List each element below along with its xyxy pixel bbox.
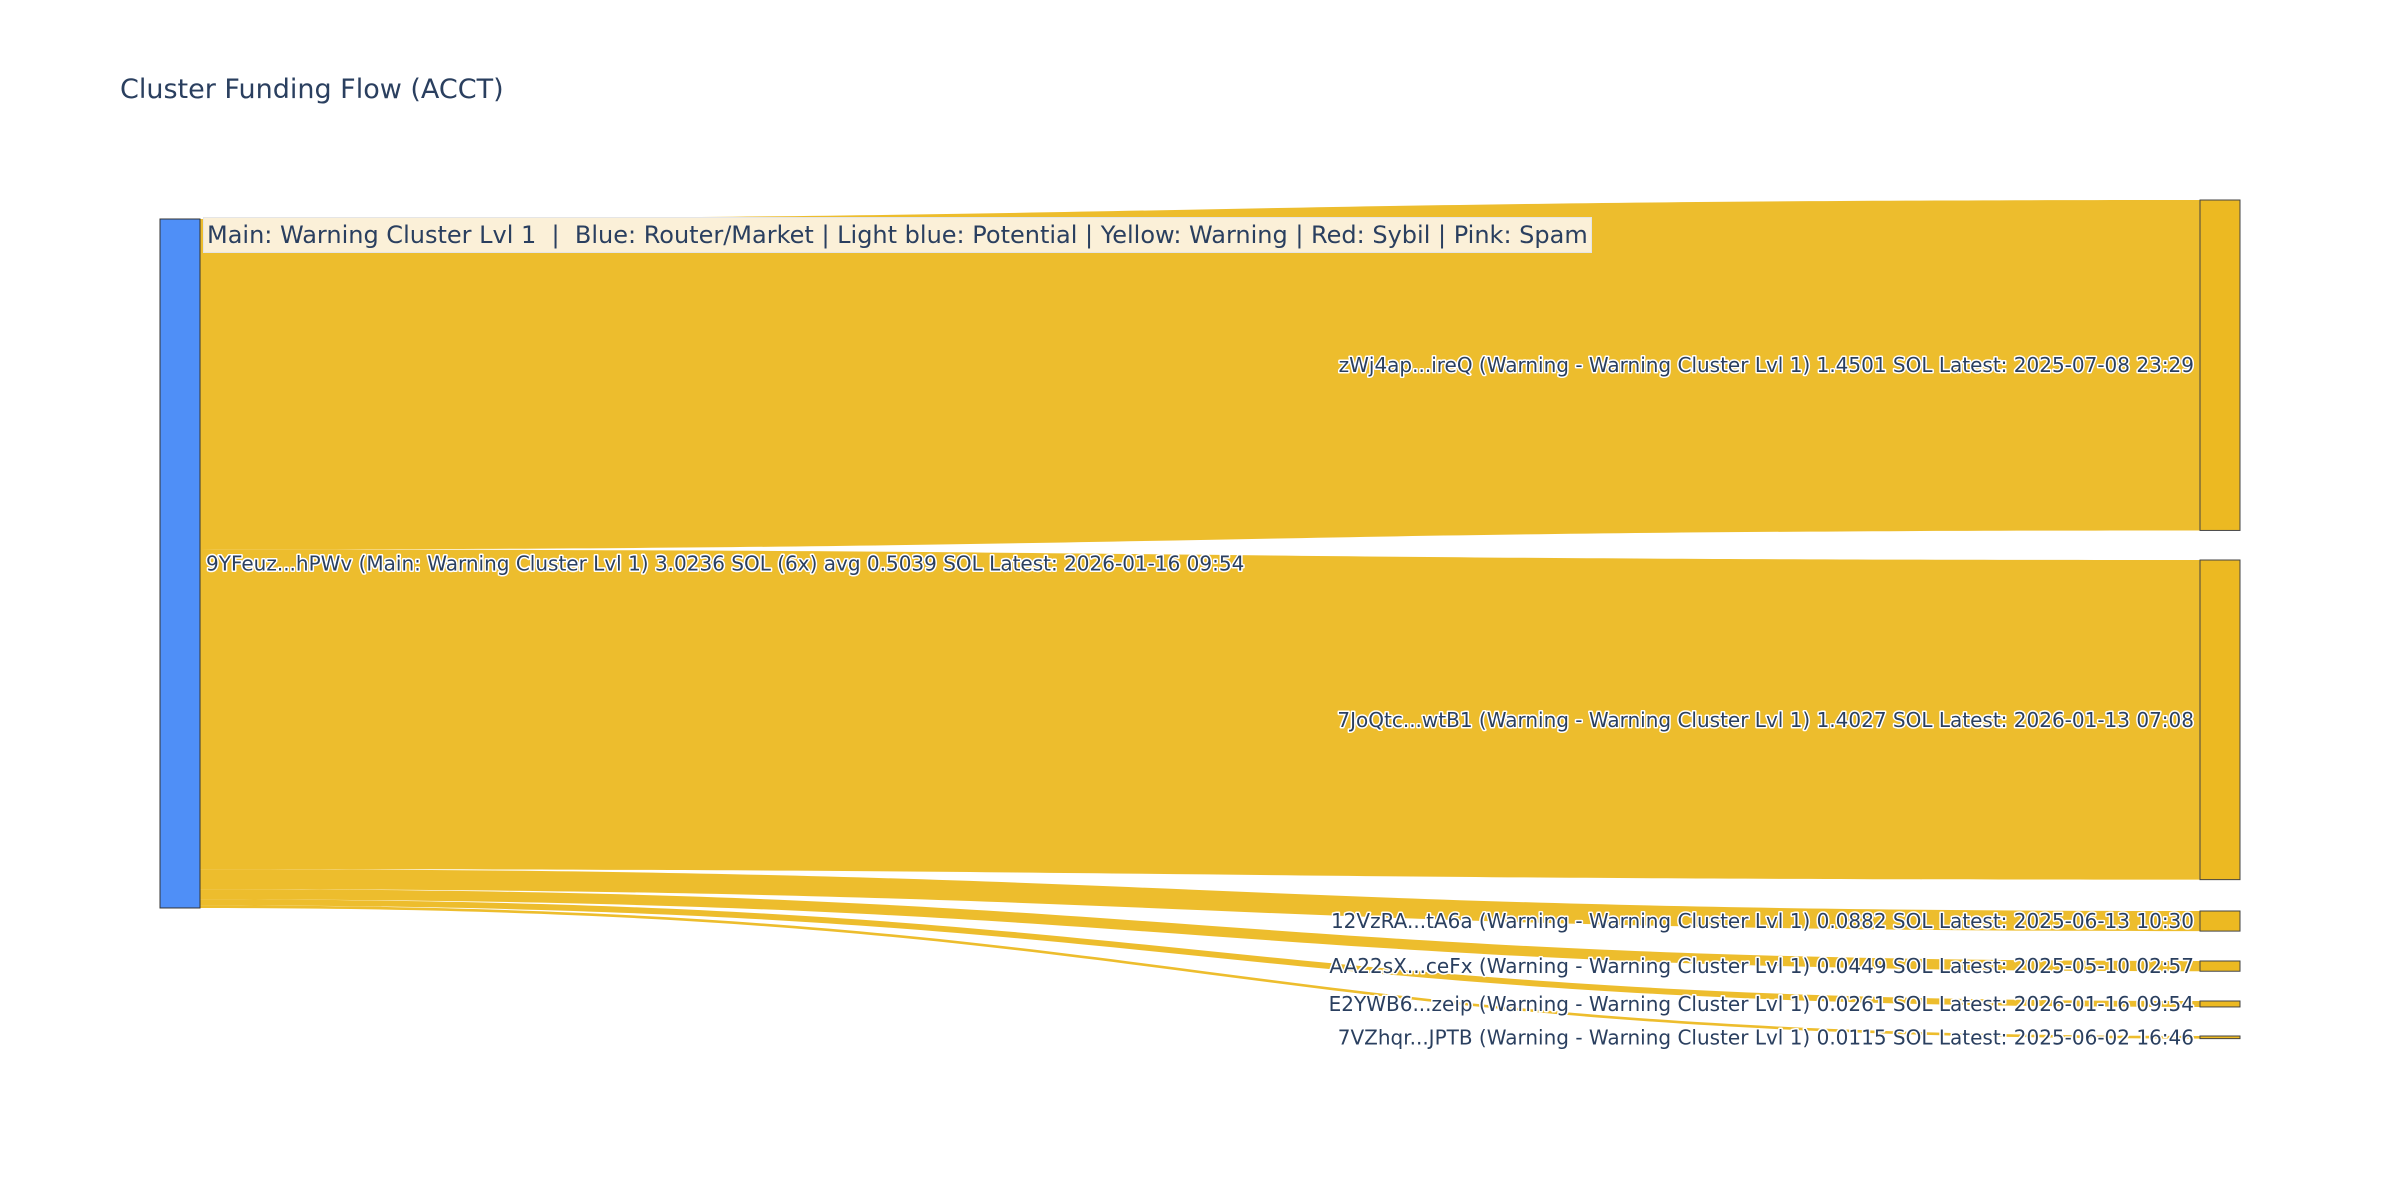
target-node[interactable]: [2199, 1000, 2241, 1008]
flow-link[interactable]: [200, 869, 2200, 932]
target-node-label: 7JoQtc...wtB1 (Warning - Warning Cluster…: [1337, 708, 2194, 732]
flow-link[interactable]: [200, 899, 2200, 1007]
source-node[interactable]: [159, 218, 201, 909]
target-node[interactable]: [2199, 960, 2241, 972]
target-node[interactable]: [2199, 1035, 2241, 1040]
source-node-label: 9YFeuz...hPWv (Main: Warning Cluster Lvl…: [206, 551, 1244, 575]
target-node[interactable]: [2199, 910, 2241, 932]
chart-title: Cluster Funding Flow (ACCT): [120, 74, 504, 105]
legend-annotation: Main: Warning Cluster Lvl 1 | Blue: Rout…: [203, 217, 1592, 253]
target-node[interactable]: [2199, 559, 2241, 881]
target-node-label: zWj4ap...ireQ (Warning - Warning Cluster…: [1339, 353, 2194, 377]
target-node-label: 7VZhqr...JPTB (Warning - Warning Cluster…: [1338, 1025, 2194, 1049]
target-node-label: AA22sX...ceFx (Warning - Warning Cluster…: [1329, 954, 2194, 978]
flow-link[interactable]: [200, 889, 2200, 972]
flow-link[interactable]: [200, 549, 2200, 880]
flow-link[interactable]: [200, 905, 2200, 1039]
target-node-label: E2YWB6...zeip (Warning - Warning Cluster…: [1329, 992, 2194, 1016]
links: [200, 200, 2200, 1039]
target-node-label: 12VzRA...tA6a (Warning - Warning Cluster…: [1331, 909, 2194, 933]
flow-link[interactable]: [200, 200, 2200, 550]
target-node[interactable]: [2199, 199, 2241, 531]
